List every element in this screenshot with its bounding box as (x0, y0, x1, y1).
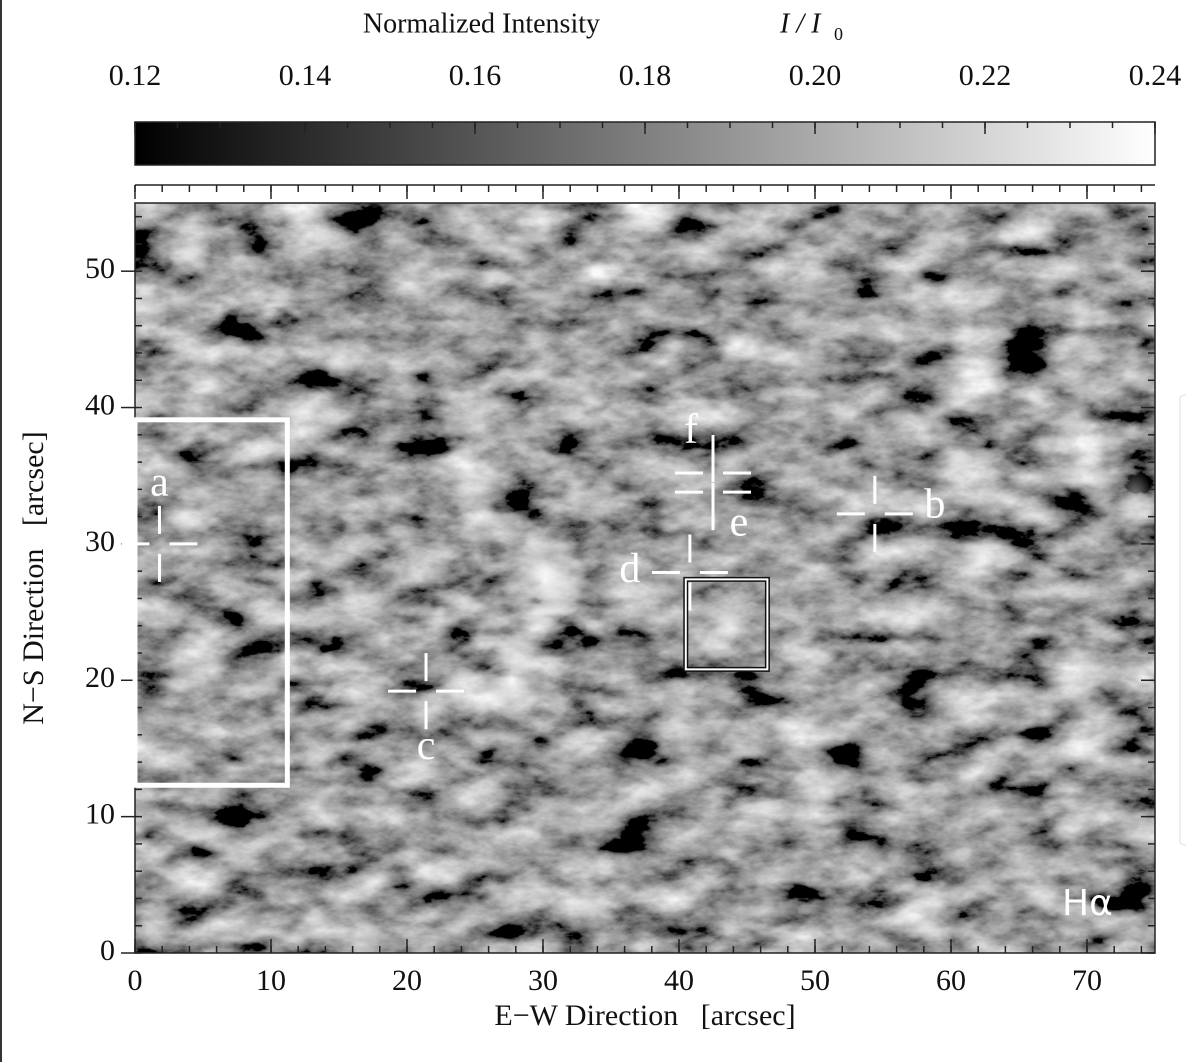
colorbar-tick-label: 0.22 (959, 59, 1012, 92)
x-tick-label: 60 (936, 964, 966, 997)
y-tick-label: 30 (85, 525, 115, 558)
marker-cross (121, 505, 198, 582)
marker-label: e (730, 500, 749, 546)
y-axis-label: N−S Direction [arcsec] (17, 431, 50, 724)
bright-patch (505, 525, 585, 635)
annotation: Hα (1062, 883, 1113, 924)
colorbar-tick-label: 0.16 (449, 59, 502, 92)
colorbar-tick-label: 0.20 (789, 59, 842, 92)
marker-cross (388, 653, 465, 730)
bright-patch (168, 233, 212, 277)
colorbar-symbol-sub: 0 (834, 24, 843, 44)
x-tick-label: 20 (392, 964, 422, 997)
x-tick-label: 50 (800, 964, 830, 997)
x-tick-label: 10 (256, 964, 286, 997)
region-box-inner (684, 578, 769, 671)
image-texture (135, 203, 1155, 953)
marker-cross (675, 454, 751, 531)
marker-cross (675, 435, 751, 511)
region-box (132, 417, 290, 788)
y-tick-label: 50 (85, 252, 115, 285)
x-tick-label: 0 (128, 964, 143, 997)
x-tick-label: 30 (528, 964, 558, 997)
bright-patch (688, 590, 768, 660)
scroll-hint (1179, 394, 1186, 846)
bright-patch (910, 210, 950, 260)
colorbar-tick-label: 0.24 (1129, 59, 1182, 92)
intensity-image (135, 203, 1155, 953)
marker-label: c (417, 723, 436, 769)
marker-label: a (150, 460, 169, 506)
page-border (0, 0, 2, 1062)
y-tick-label: 40 (85, 388, 115, 421)
colorbar-tick-label: 0.12 (109, 59, 162, 92)
colorbar-tick-label: 0.18 (619, 59, 672, 92)
marker-label: d (619, 546, 640, 592)
y-tick-label: 10 (85, 798, 115, 831)
marker-cross (836, 475, 913, 552)
colorbar-label: Normalized Intensity (363, 8, 600, 39)
x-tick-label: 70 (1072, 964, 1102, 997)
x-axis-label: E−W Direction [arcsec] (494, 999, 795, 1032)
marker-label: b (924, 482, 945, 528)
bright-patch (1117, 470, 1153, 530)
colorbar-symbol: I / I (779, 8, 822, 39)
y-tick-label: 0 (100, 934, 115, 967)
y-tick-label: 20 (85, 661, 115, 694)
marker-label: f (684, 407, 698, 453)
x-tick-label: 40 (664, 964, 694, 997)
marker-cross (651, 534, 728, 611)
colorbar-tick-label: 0.14 (279, 59, 332, 92)
bright-patch (482, 640, 542, 720)
